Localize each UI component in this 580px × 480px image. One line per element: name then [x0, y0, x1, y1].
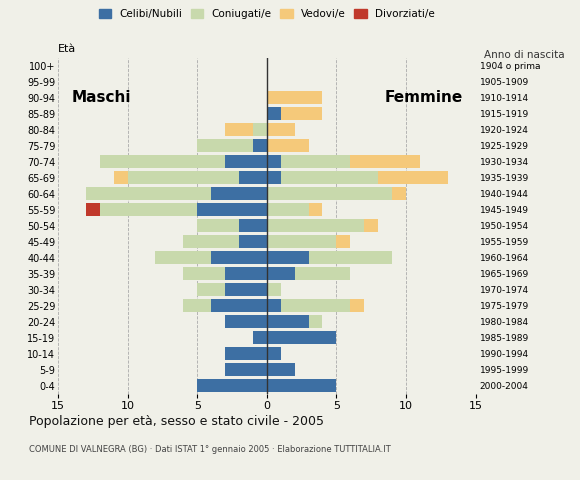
Bar: [309, 251, 392, 264]
Bar: [267, 347, 281, 360]
Bar: [267, 123, 295, 136]
Bar: [267, 219, 364, 232]
Text: Anno di nascita: Anno di nascita: [484, 50, 565, 60]
Bar: [225, 283, 267, 296]
Bar: [197, 283, 225, 296]
Bar: [267, 139, 309, 152]
Text: Età: Età: [58, 45, 76, 54]
Bar: [225, 315, 267, 328]
Bar: [86, 203, 100, 216]
Bar: [183, 235, 239, 248]
Bar: [267, 203, 309, 216]
Bar: [253, 139, 267, 152]
Bar: [100, 203, 197, 216]
Bar: [239, 235, 267, 248]
Bar: [197, 203, 267, 216]
Bar: [267, 235, 336, 248]
Bar: [267, 379, 336, 392]
Text: COMUNE DI VALNEGRA (BG) · Dati ISTAT 1° gennaio 2005 · Elaborazione TUTTITALIA.I: COMUNE DI VALNEGRA (BG) · Dati ISTAT 1° …: [29, 445, 391, 455]
Bar: [350, 155, 420, 168]
Bar: [239, 171, 267, 184]
Bar: [350, 299, 364, 312]
Bar: [267, 363, 295, 376]
Bar: [267, 267, 295, 280]
Bar: [267, 187, 392, 200]
Bar: [267, 91, 322, 104]
Bar: [267, 283, 281, 296]
Bar: [336, 235, 350, 248]
Bar: [281, 171, 378, 184]
Bar: [114, 171, 128, 184]
Bar: [239, 219, 267, 232]
Bar: [100, 155, 225, 168]
Bar: [295, 267, 350, 280]
Bar: [225, 267, 267, 280]
Bar: [253, 331, 267, 344]
Bar: [197, 379, 267, 392]
Bar: [197, 219, 239, 232]
Bar: [225, 123, 253, 136]
Text: Maschi: Maschi: [72, 90, 132, 105]
Bar: [364, 219, 378, 232]
Text: Femmine: Femmine: [385, 90, 463, 105]
Bar: [211, 299, 267, 312]
Bar: [197, 139, 253, 152]
Bar: [267, 171, 281, 184]
Bar: [183, 267, 225, 280]
Bar: [225, 347, 267, 360]
Bar: [211, 187, 267, 200]
Bar: [253, 123, 267, 136]
Bar: [281, 107, 322, 120]
Bar: [267, 107, 281, 120]
Bar: [267, 331, 336, 344]
Bar: [183, 299, 211, 312]
Bar: [128, 171, 239, 184]
Bar: [225, 363, 267, 376]
Bar: [281, 155, 350, 168]
Text: Popolazione per età, sesso e stato civile - 2005: Popolazione per età, sesso e stato civil…: [29, 415, 324, 428]
Bar: [267, 315, 309, 328]
Bar: [281, 299, 350, 312]
Bar: [309, 203, 322, 216]
Bar: [392, 187, 406, 200]
Bar: [211, 251, 267, 264]
Bar: [267, 155, 281, 168]
Bar: [378, 171, 448, 184]
Bar: [155, 251, 211, 264]
Bar: [225, 155, 267, 168]
Bar: [267, 299, 281, 312]
Bar: [309, 315, 322, 328]
Bar: [86, 187, 211, 200]
Legend: Celibi/Nubili, Coniugati/e, Vedovi/e, Divorziati/e: Celibi/Nubili, Coniugati/e, Vedovi/e, Di…: [99, 9, 434, 19]
Bar: [267, 251, 309, 264]
